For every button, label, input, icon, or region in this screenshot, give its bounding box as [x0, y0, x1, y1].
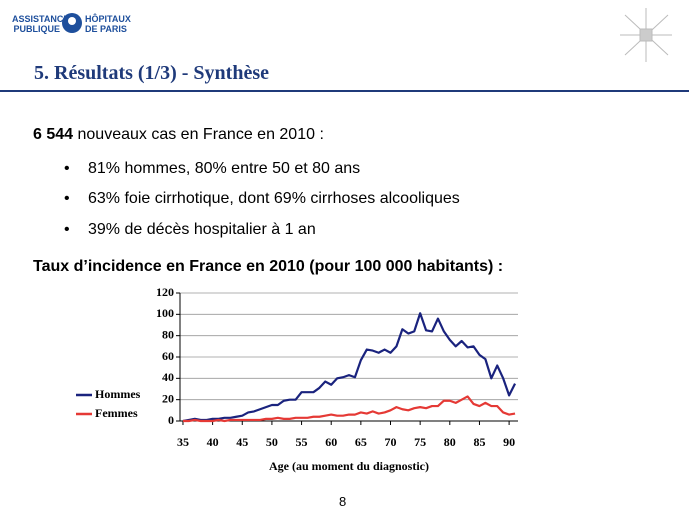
page-number: 8	[339, 494, 347, 509]
x-tick-label: 40	[207, 435, 219, 449]
bullet: 63% foie cirrhotique, dont 69% cirrhoses…	[64, 190, 460, 208]
x-tick-label: 85	[473, 435, 485, 449]
x-tick-label: 55	[296, 435, 308, 449]
y-tick-label: 60	[162, 349, 174, 363]
y-tick-label: 0	[168, 413, 174, 427]
logo-left: ASSISTANCE PUBLIQUE	[12, 14, 70, 34]
logo-text: PUBLIQUE	[13, 24, 60, 34]
y-tick-label: 80	[162, 327, 174, 341]
logo-icon	[68, 17, 76, 25]
x-tick-label: 65	[355, 435, 367, 449]
logo-right: HÔPITAUX DE PARIS	[85, 14, 131, 34]
x-tick-label: 50	[266, 435, 278, 449]
lead-count: 6 544	[33, 126, 74, 143]
chart-heading: Taux d’incidence en France en 2010 (pour…	[33, 258, 504, 275]
x-tick-label: 75	[414, 435, 426, 449]
x-tick-label: 60	[325, 435, 337, 449]
logo-text: ASSISTANCE	[12, 14, 70, 24]
corner-icon	[620, 8, 672, 62]
y-tick-label: 100	[156, 306, 174, 320]
logo-text: DE PARIS	[85, 24, 127, 34]
y-tick-label: 20	[162, 391, 174, 405]
series-line	[182, 395, 516, 423]
x-tick-label: 70	[385, 435, 397, 449]
bullet: 39% de décès hospitalier à 1 an	[64, 221, 316, 239]
x-tick-label: 35	[177, 435, 189, 449]
title-rule	[0, 90, 689, 92]
lead-text: nouveaux cas en France en 2010 :	[77, 126, 324, 143]
x-axis-label: Age (au moment du diagnostic)	[269, 459, 429, 473]
x-tick-label: 45	[236, 435, 248, 449]
lead: 6 544 nouveaux cas en France en 2010 :	[33, 126, 324, 144]
legend-label: Femmes	[95, 406, 138, 420]
y-tick-label: 40	[162, 370, 174, 384]
y-tick-label: 120	[156, 285, 174, 299]
x-tick-label: 80	[444, 435, 456, 449]
logo-text: HÔPITAUX	[85, 14, 131, 24]
series-line	[182, 312, 517, 423]
slide-title: 5. Résultats (1/3) - Synthèse	[34, 62, 269, 84]
x-tick-label: 90	[503, 435, 515, 449]
legend-label: Hommes	[95, 387, 141, 401]
bullet: 81% hommes, 80% entre 50 et 80 ans	[64, 160, 360, 178]
